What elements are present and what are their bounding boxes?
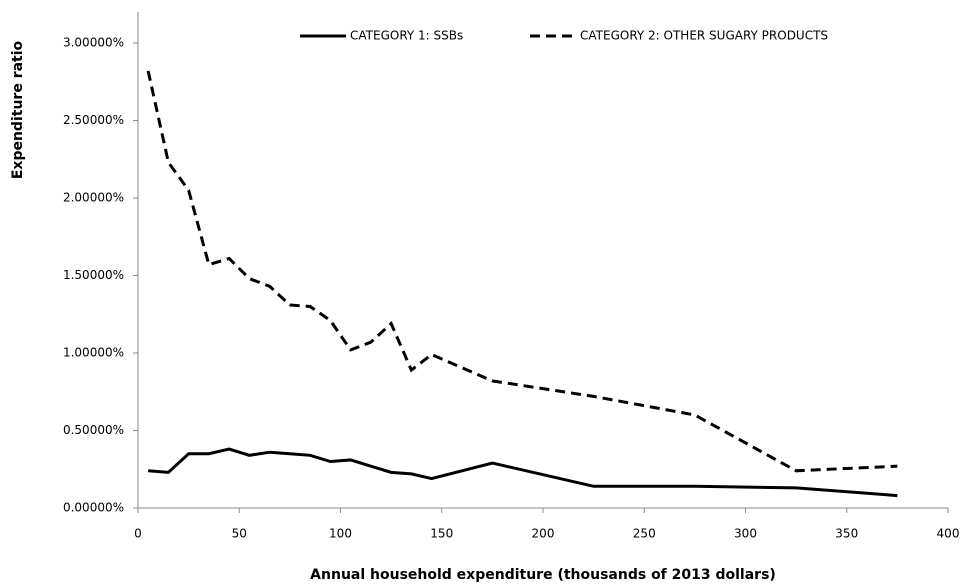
y-tick-label: 2.00000%	[63, 191, 124, 205]
x-tick-label: 150	[430, 527, 453, 541]
y-tick-label: 1.00000%	[63, 346, 124, 360]
x-tick-label: 350	[835, 527, 858, 541]
x-tick-label: 300	[734, 527, 757, 541]
x-tick-label: 50	[232, 527, 247, 541]
y-tick-label: 0.00000%	[63, 501, 124, 515]
x-axis-title: Annual household expenditure (thousands …	[310, 567, 776, 583]
x-tick-label: 400	[937, 527, 960, 541]
x-tick-label: 100	[329, 527, 352, 541]
y-tick-label: 3.00000%	[63, 36, 124, 50]
x-tick-label: 200	[532, 527, 555, 541]
x-tick-label: 0	[134, 527, 142, 541]
x-tick-label: 250	[633, 527, 656, 541]
y-tick-label: 1.50000%	[63, 268, 124, 282]
data-line	[146, 70, 898, 473]
y-tick-label: 2.50000%	[63, 113, 124, 127]
legend-label: CATEGORY 2: OTHER SUGARY PRODUCTS	[580, 29, 828, 43]
y-axis-title: Expenditure ratio	[10, 40, 26, 179]
y-tick-label: 0.50000%	[63, 423, 124, 437]
legend-label: CATEGORY 1: SSBs	[350, 29, 463, 43]
data-line	[148, 447, 898, 498]
